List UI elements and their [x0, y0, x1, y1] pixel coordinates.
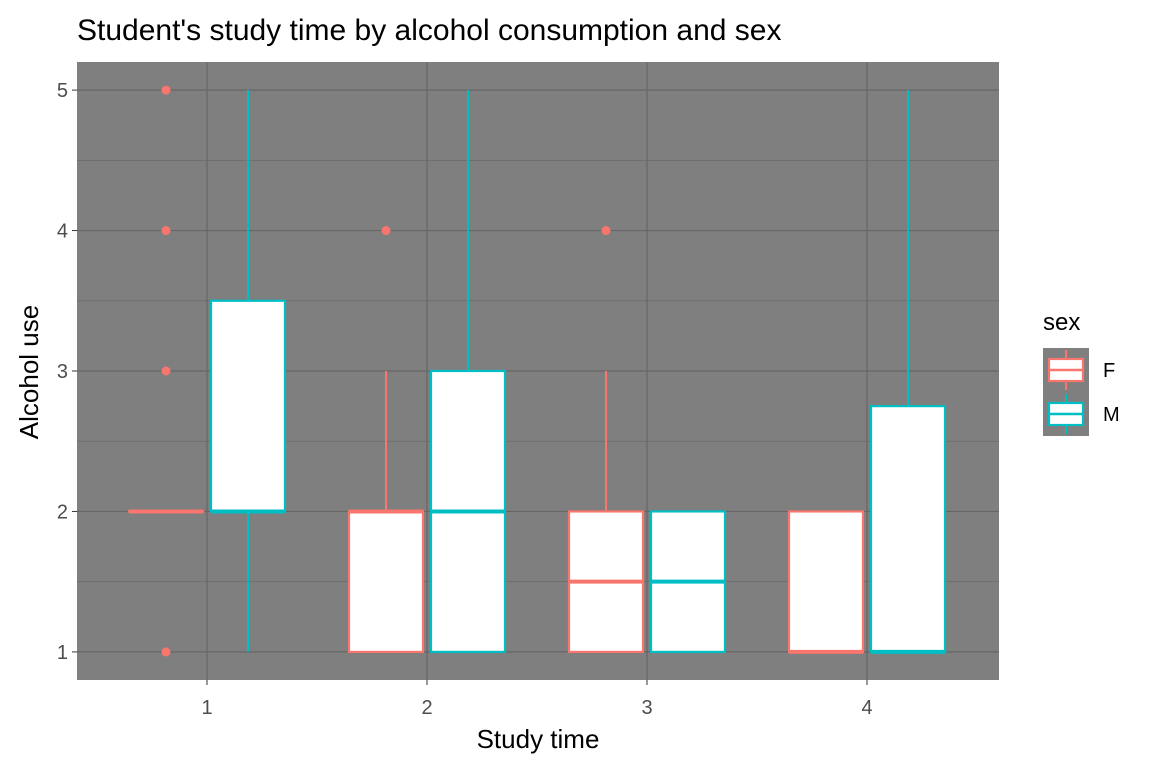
x-tick-label: 4 — [861, 697, 872, 719]
x-tick-label: 3 — [641, 697, 652, 719]
outlier-point — [161, 366, 171, 376]
y-tick-label: 5 — [57, 80, 68, 102]
y-tick-label: 3 — [57, 361, 68, 383]
y-tick-label: 2 — [57, 501, 68, 523]
chart-title: Student's study time by alcohol consumpt… — [77, 14, 781, 47]
y-tick-label: 4 — [57, 221, 68, 243]
box-iqr — [869, 405, 947, 654]
outlier-point — [161, 647, 171, 657]
box-iqr — [347, 510, 425, 654]
legend-key-M — [1043, 392, 1089, 436]
y-tick-label: 1 — [57, 642, 68, 664]
x-axis-ticks: 1 2 3 4 — [201, 680, 873, 719]
box-M-4 — [869, 90, 947, 654]
series-F — [127, 85, 865, 657]
box-series — [127, 85, 947, 657]
box-M-2 — [429, 90, 507, 654]
outlier-point — [601, 226, 611, 236]
legend-key-F — [1043, 348, 1089, 392]
legend-label-M: M — [1103, 404, 1120, 426]
x-tick-label: 1 — [201, 697, 212, 719]
box-F-3 — [567, 226, 645, 654]
outlier-point — [381, 226, 391, 236]
box-M-1 — [209, 90, 287, 652]
y-axis-title: Alcohol use — [14, 305, 44, 439]
legend-title: sex — [1043, 309, 1080, 336]
outlier-point — [161, 226, 171, 236]
box-iqr — [209, 299, 287, 513]
series-M — [209, 90, 947, 654]
legend-label-F: F — [1103, 360, 1115, 382]
y-axis-ticks: 1 2 3 4 5 — [57, 80, 77, 664]
box-F-1 — [127, 85, 205, 657]
box-F-4 — [787, 510, 865, 654]
x-tick-label: 2 — [421, 697, 432, 719]
x-axis-title: Study time — [477, 724, 600, 754]
box-F-2 — [347, 226, 425, 654]
box-iqr — [787, 510, 865, 654]
legend: sex FM — [1043, 309, 1120, 436]
outlier-point — [161, 85, 171, 95]
box-M-3 — [649, 510, 727, 654]
